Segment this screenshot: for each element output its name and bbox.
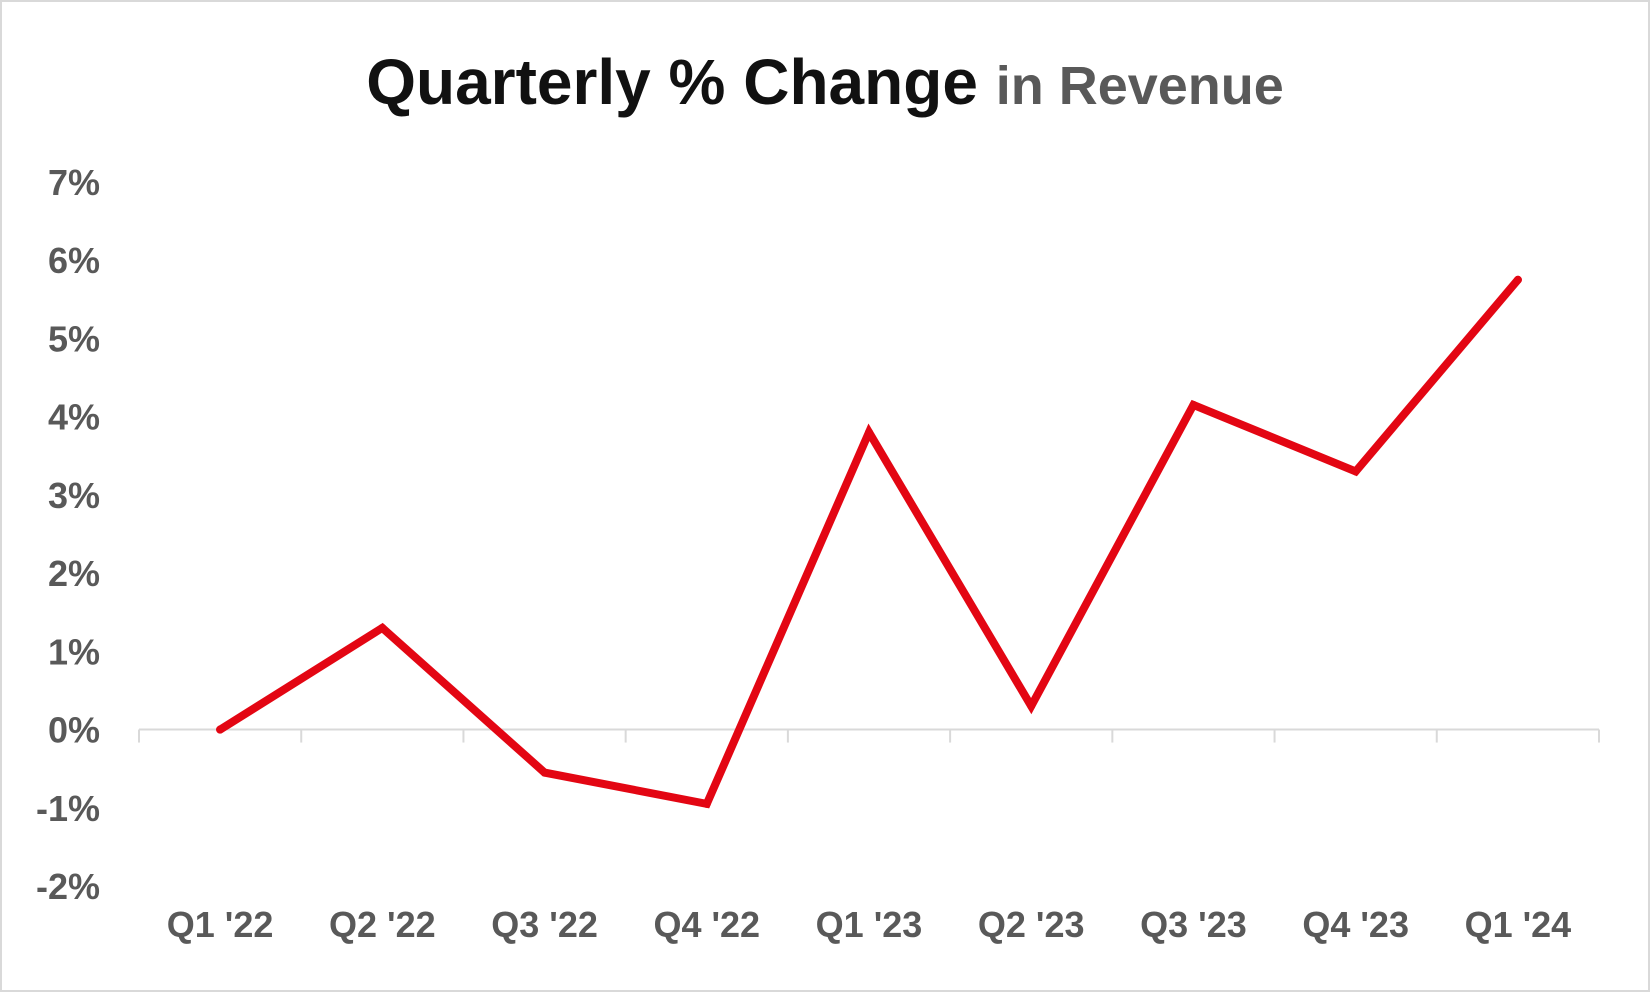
x-tick-label: Q1 '24 bbox=[1465, 904, 1572, 945]
x-tick-label: Q2 '22 bbox=[329, 904, 436, 945]
data-point bbox=[540, 768, 549, 777]
y-tick-label: 3% bbox=[48, 475, 100, 516]
y-tick-label: -1% bbox=[36, 788, 100, 829]
data-point bbox=[1513, 275, 1522, 284]
data-point bbox=[702, 799, 711, 808]
y-tick-label: 1% bbox=[48, 631, 100, 672]
series-line-0 bbox=[216, 275, 1522, 809]
data-point bbox=[1027, 702, 1036, 711]
x-tick-label: Q3 '23 bbox=[1140, 904, 1247, 945]
x-tick-label: Q4 '22 bbox=[653, 904, 760, 945]
y-tick-label: 7% bbox=[48, 162, 100, 203]
data-point bbox=[216, 725, 225, 734]
y-tick-label: 2% bbox=[48, 553, 100, 594]
y-tick-label: 4% bbox=[48, 397, 100, 438]
x-tick-label: Q1 '22 bbox=[167, 904, 274, 945]
y-tick-label: 0% bbox=[48, 710, 100, 751]
x-tick-label: Q2 '23 bbox=[978, 904, 1085, 945]
data-point bbox=[1351, 467, 1360, 476]
data-point bbox=[1189, 400, 1198, 409]
chart-title-main: Quarterly % Change bbox=[366, 46, 978, 118]
x-tick-label: Q1 '23 bbox=[816, 904, 923, 945]
y-tick-label: -2% bbox=[36, 866, 100, 907]
data-point bbox=[378, 623, 387, 632]
chart-title: Quarterly % Change in Revenue bbox=[0, 42, 1650, 126]
y-tick-label: 6% bbox=[48, 240, 100, 281]
x-tick-label: Q4 '23 bbox=[1302, 904, 1409, 945]
data-point bbox=[865, 428, 873, 437]
y-tick-label: 5% bbox=[48, 318, 100, 359]
x-tick-label: Q3 '22 bbox=[491, 904, 598, 945]
chart-title-sub: in Revenue bbox=[995, 56, 1284, 116]
